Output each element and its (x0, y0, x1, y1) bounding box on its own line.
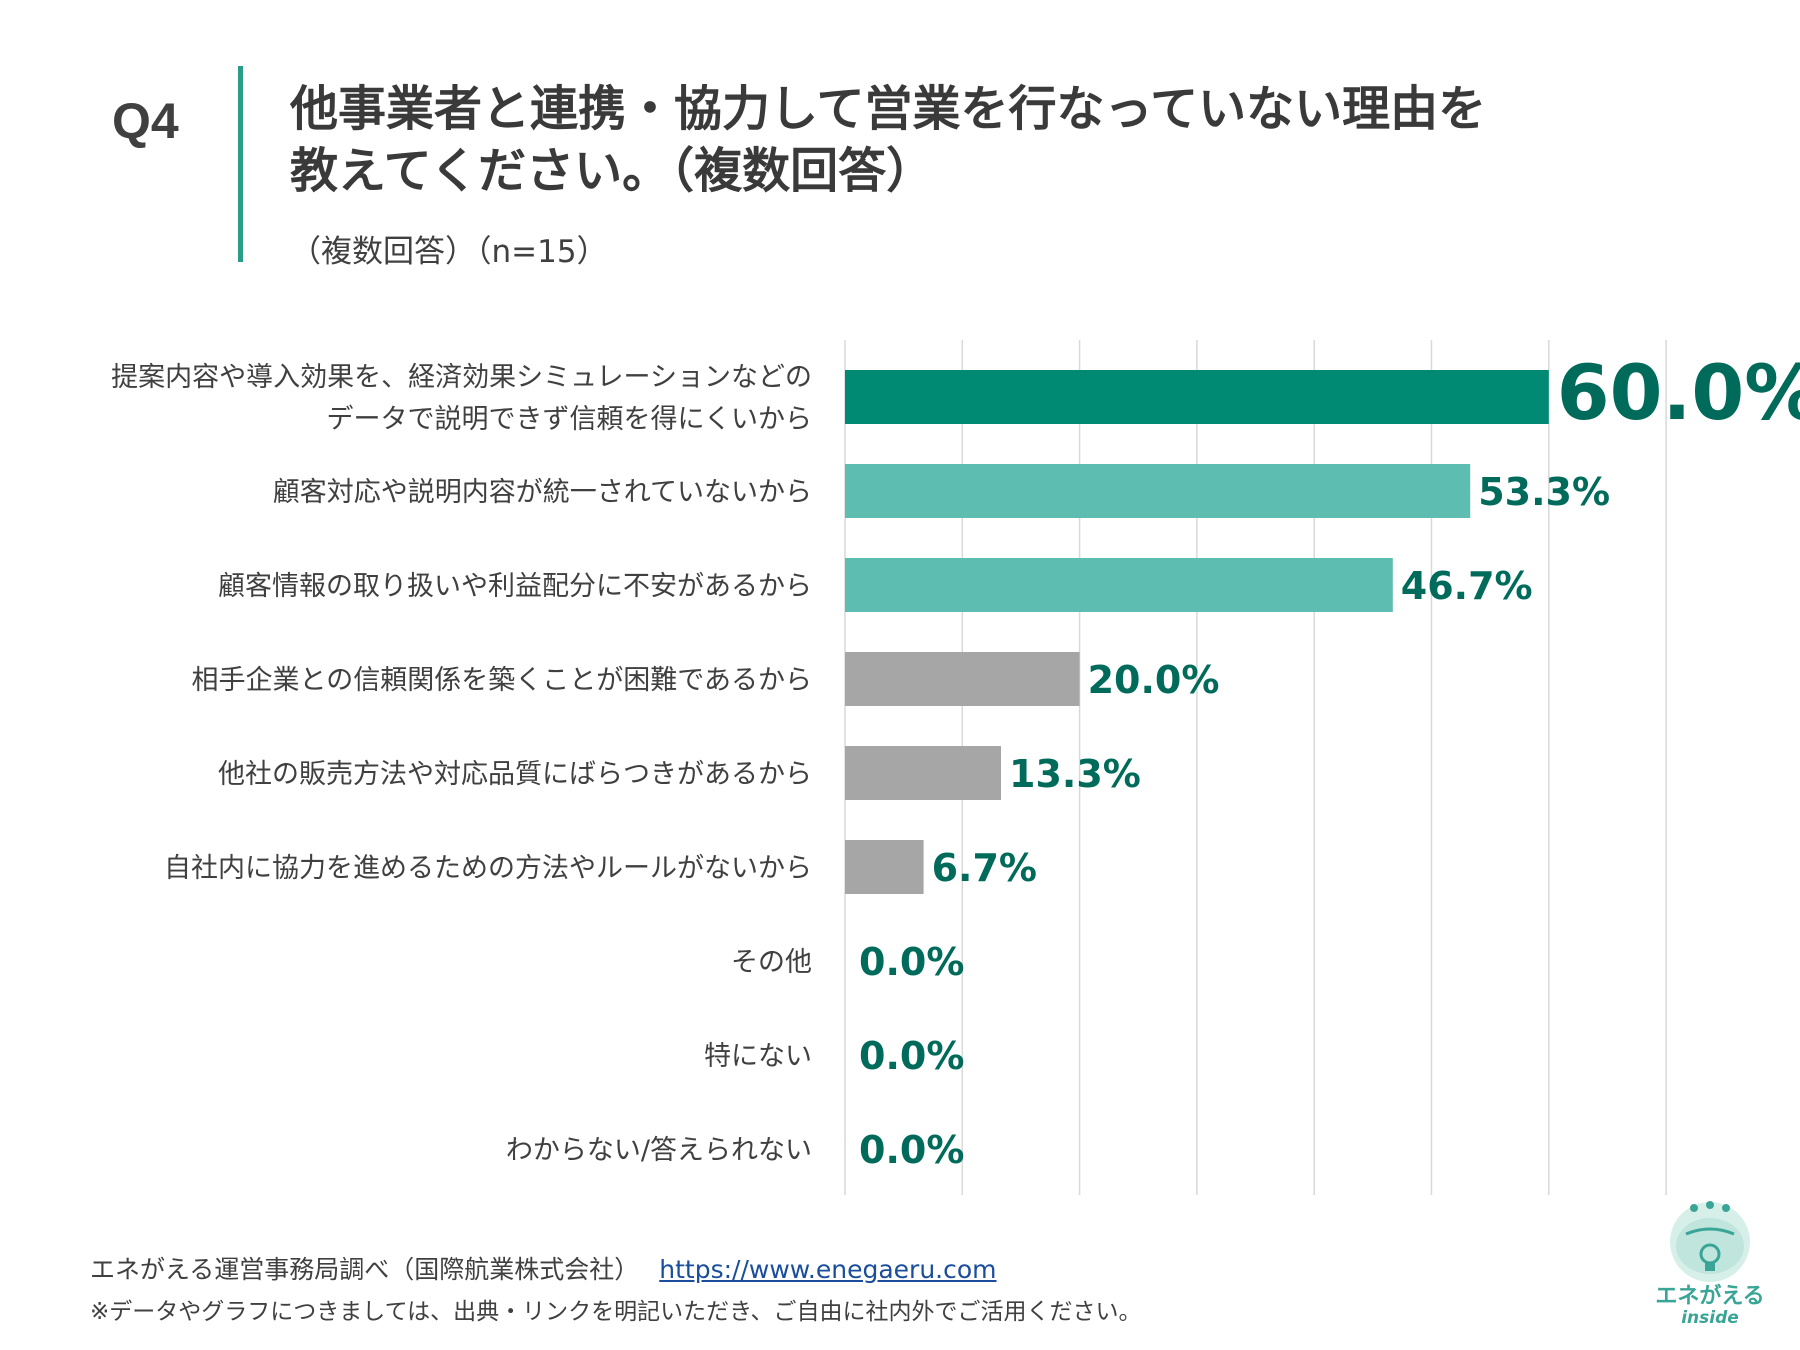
bar (845, 370, 1549, 424)
category-label: 自社内に協力を進めるための方法やルールがないから (164, 853, 812, 884)
data-label: 0.0% (859, 1128, 964, 1172)
logo-icon (1670, 1201, 1750, 1282)
bar-chart: 60.0% 提案内容や導入効果を、経済効果シミュレーションなどのデータで説明できず… (111, 340, 1800, 1195)
category-label: その他 (731, 947, 812, 978)
bar (845, 652, 1080, 706)
data-label: 60.0% (1557, 348, 1800, 437)
category-label: わからない/答えられない (506, 1135, 812, 1166)
category-label: 相手企業との信頼関係を築くことが困難であるから (192, 665, 812, 696)
category-label: 他社の販売方法や対応品質にばらつきがあるから (218, 759, 812, 790)
usage-note: ※データやグラフにつきましては、出典・リンクを明記いただき、ご自由に社内外でご活… (90, 1299, 1142, 1325)
logo-sub: inside (1681, 1308, 1739, 1328)
category-label: 提案内容や導入効果を、経済効果シミュレーションなどの (111, 362, 812, 393)
data-label: 20.0% (1088, 658, 1220, 702)
page-title: 他事業者と連携・協力して営業を行なっていない理由を 教えてください。（複数回答） (290, 78, 1690, 202)
source-text: エネがえる運営事務局調べ（国際航業株式会社） (90, 1255, 640, 1284)
chart-subtitle: （複数回答）（n=15） (290, 234, 608, 270)
data-label: 0.0% (859, 1034, 964, 1078)
category-label: データで説明できず信頼を得にくいから (327, 404, 812, 435)
bar (845, 840, 924, 894)
title-accent-bar (238, 66, 243, 262)
category-label: 顧客情報の取り扱いや利益配分に不安があるから (218, 571, 812, 602)
data-label: 53.3% (1478, 470, 1610, 514)
bar (845, 464, 1471, 518)
title-line-2: 教えてください。（複数回答） (290, 143, 935, 199)
bar (845, 558, 1393, 612)
question-number: Q4 (112, 93, 179, 149)
logo-name: エネがえる (1655, 1284, 1765, 1309)
title-line-1: 他事業者と連携・協力して営業を行なっていない理由を (290, 81, 1487, 137)
data-label: 6.7% (932, 846, 1037, 890)
category-label: 特にない (704, 1041, 812, 1072)
source-line: エネがえる運営事務局調べ（国際航業株式会社） https://www.enegae… (90, 1250, 997, 1286)
bar (845, 746, 1002, 800)
data-label: 13.3% (1009, 752, 1141, 796)
category-label: 顧客対応や説明内容が統一されていないから (273, 477, 812, 508)
data-label: 0.0% (859, 940, 964, 984)
data-label: 46.7% (1401, 564, 1533, 608)
source-link[interactable]: https://www.enegaeru.com (659, 1255, 997, 1284)
